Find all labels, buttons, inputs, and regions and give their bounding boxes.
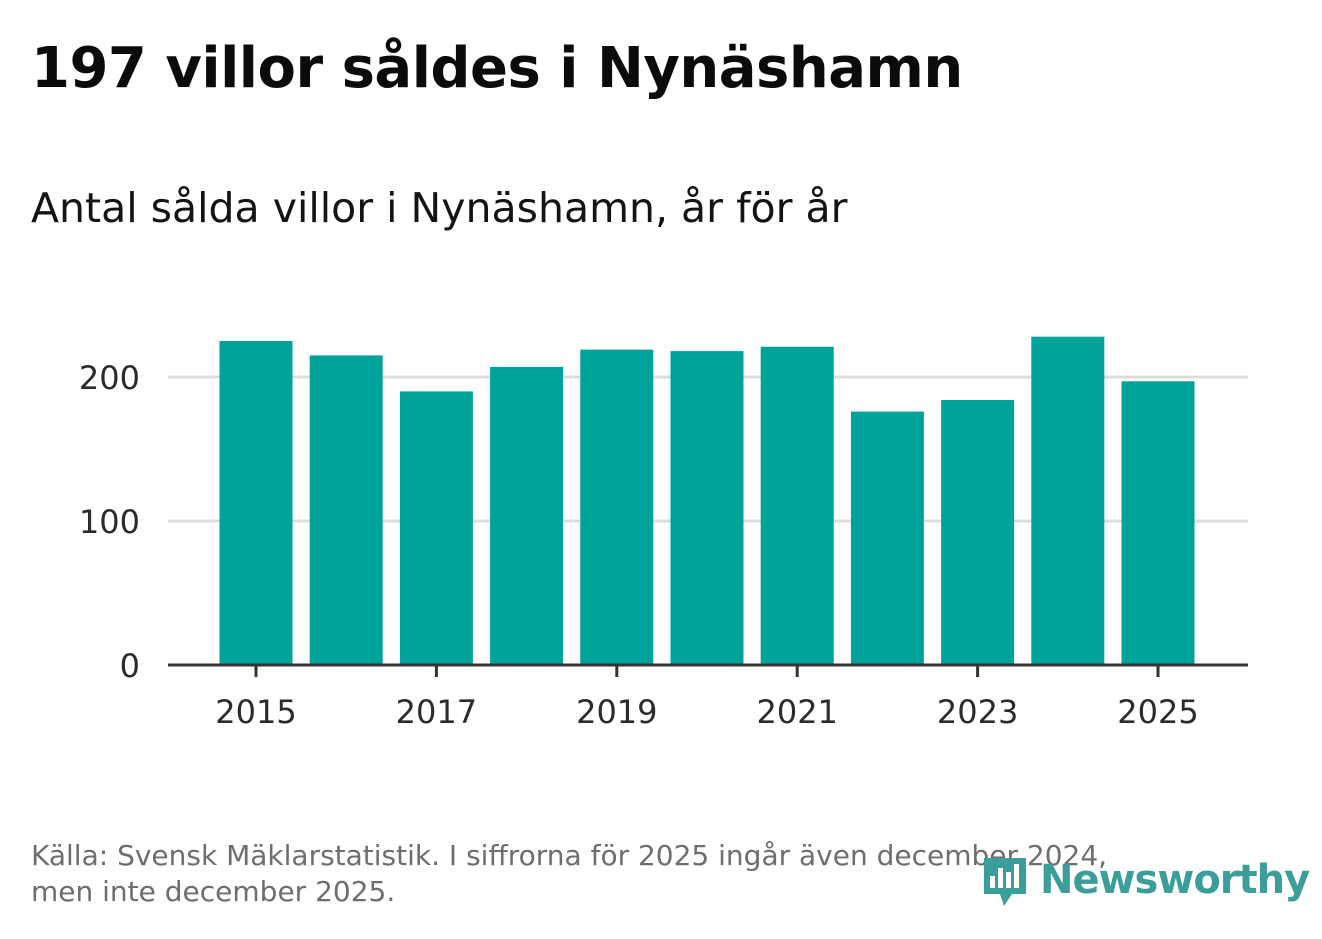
bars xyxy=(219,336,1195,665)
bar-2023 xyxy=(941,400,1015,665)
x-tick-label-2025: 2025 xyxy=(1117,693,1198,731)
x-tick-label-2017: 2017 xyxy=(396,693,477,731)
source-note-line-1: Källa: Svensk Mäklarstatistik. I siffror… xyxy=(31,839,1108,872)
bar-2022 xyxy=(850,411,924,665)
bar-2021 xyxy=(760,346,834,665)
bar-2019 xyxy=(580,349,654,665)
source-note: Källa: Svensk Mäklarstatistik. I siffror… xyxy=(31,838,1231,910)
axes: 0 100 200 2015 2017 2019 2021 2023 2025 xyxy=(79,359,1248,731)
bar-2018 xyxy=(490,366,564,665)
logo-text: Newsworthy xyxy=(1040,857,1310,903)
bar-2015 xyxy=(219,341,293,665)
x-tick-label-2019: 2019 xyxy=(576,693,657,731)
chart-subtitle: Antal sålda villor i Nynäshamn, år för å… xyxy=(31,184,848,232)
y-tick-label-0: 0 xyxy=(120,647,140,685)
bar-2025 xyxy=(1121,381,1195,665)
source-note-line-2: men inte december 2025. xyxy=(31,875,396,908)
x-tick-label-2021: 2021 xyxy=(756,693,837,731)
y-tick-label-200: 200 xyxy=(79,359,140,397)
bar-2017 xyxy=(399,391,473,665)
chart-title: 197 villor såldes i Nynäshamn xyxy=(31,36,963,101)
newsworthy-logo: Newsworthy xyxy=(980,850,1310,910)
bar-2020 xyxy=(670,351,744,665)
y-tick-label-100: 100 xyxy=(79,503,140,541)
bar-chart-pin-icon xyxy=(984,858,1026,906)
bar-2016 xyxy=(309,355,383,665)
x-tick-label-2015: 2015 xyxy=(215,693,296,731)
x-tick-label-2023: 2023 xyxy=(937,693,1018,731)
bar-2024 xyxy=(1031,336,1105,665)
